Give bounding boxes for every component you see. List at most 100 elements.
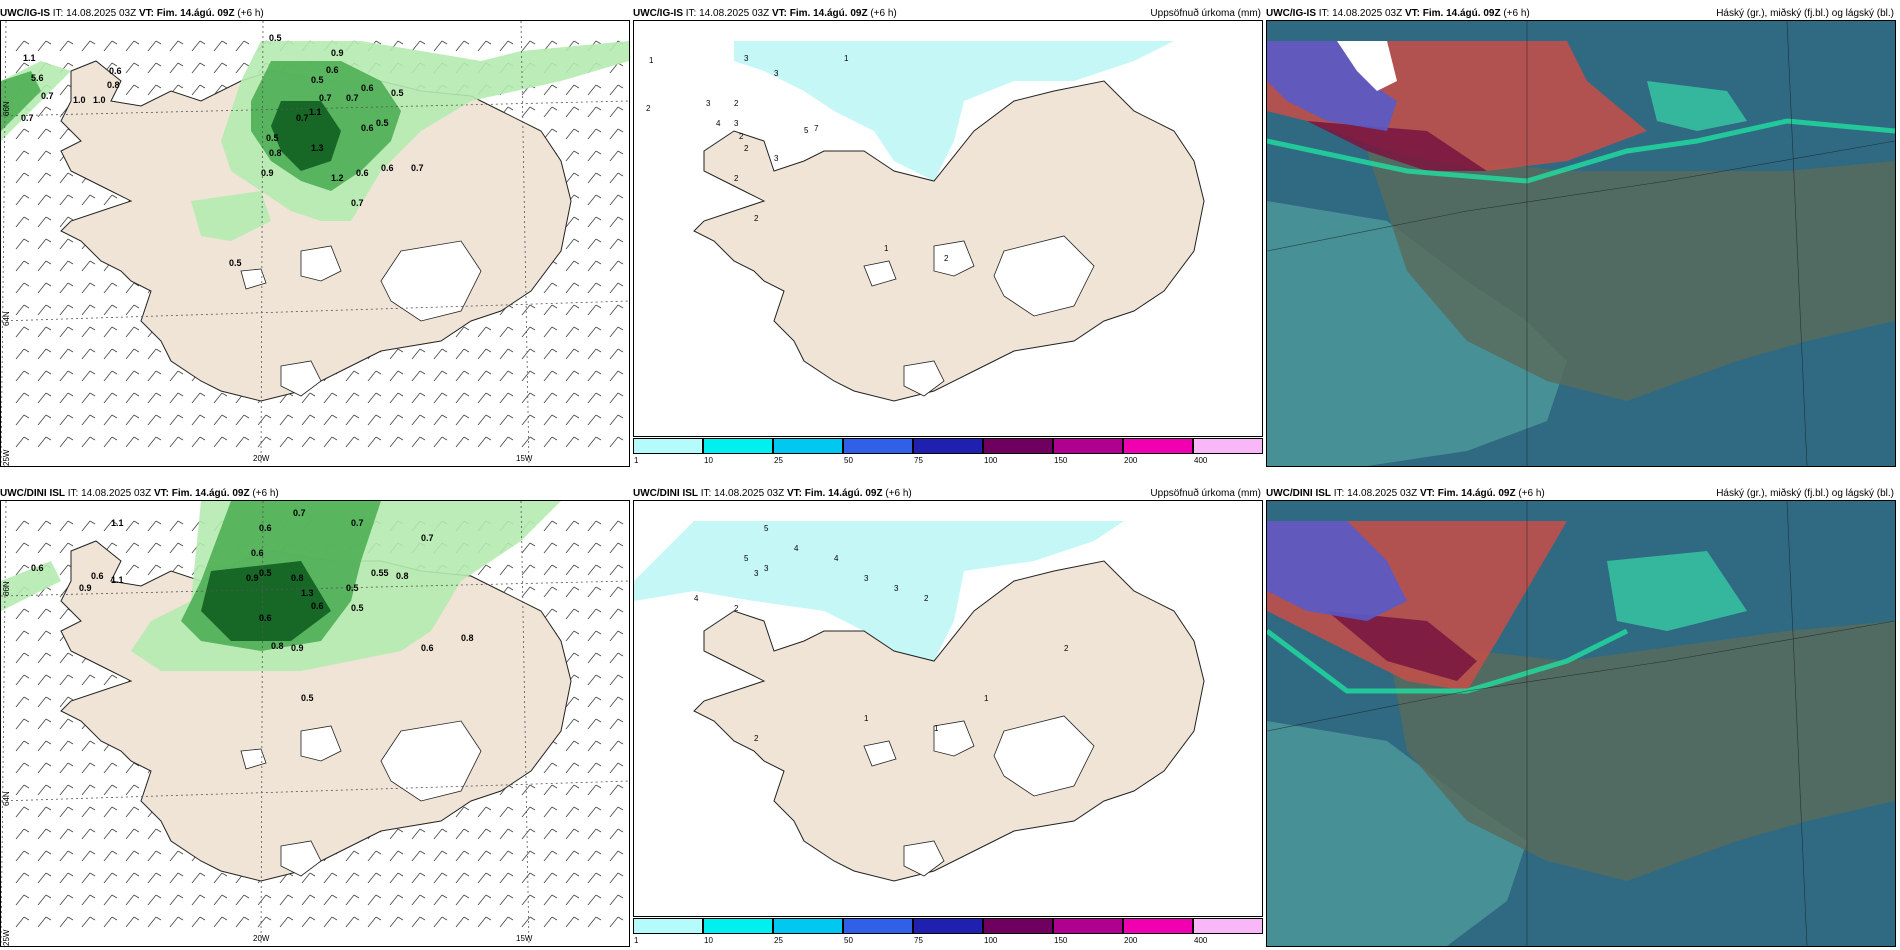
- wind-barb-flag: [419, 370, 426, 375]
- wind-barb-flag: [529, 414, 536, 419]
- lat-label-66n: 66N: [2, 101, 11, 116]
- wind-barb-flag: [133, 40, 140, 45]
- wind-barb: [521, 40, 531, 52]
- map-area[interactable]: 1.1 0.6 0.6 0.9 1.1 0.6 0.7 0.6 0.5 0.7 0.7 0.9 0.8 1…: [0, 500, 630, 947]
- wind-barb: [477, 894, 487, 906]
- wind-barb-flag: [111, 62, 118, 67]
- legend-tick-label: 25: [774, 456, 783, 465]
- wind-barb-flag: [155, 542, 162, 547]
- wind-barb-flag: [45, 172, 52, 177]
- panel-field-label: Háský (gr.), miðský (fj.bl.) og lágský (…: [1716, 8, 1894, 19]
- legend-tick-label: 400: [1194, 936, 1208, 945]
- wind-barb: [15, 740, 25, 752]
- wind-barb: [147, 542, 157, 554]
- panel-title: UWC/DINI ISL IT: 14.08.2025 03Z VT: Fim.…: [0, 484, 630, 504]
- iceland-land: [693, 560, 1205, 882]
- wind-barb: [301, 916, 311, 928]
- value-label: 4: [794, 544, 799, 553]
- wind-barb-flag: [375, 392, 382, 397]
- panel-field-label: Háský (gr.), miðský (fj.bl.) og lágský (…: [1716, 488, 1894, 499]
- wind-barb-flag: [67, 740, 74, 745]
- wind-barb-flag: [551, 106, 558, 111]
- wind-barb-flag: [287, 414, 294, 419]
- wind-barb: [609, 894, 619, 906]
- wind-barb-flag: [23, 872, 30, 877]
- wind-barb: [543, 586, 553, 598]
- lon-label-25w: 25W: [2, 449, 11, 466]
- value-label: 3: [774, 154, 779, 163]
- wind-barb-flag: [111, 520, 118, 525]
- wind-barb-flag: [309, 436, 316, 441]
- wind-barb-flag: [529, 586, 536, 591]
- wind-barb-flag: [397, 828, 404, 833]
- wind-barb-flag: [155, 520, 162, 525]
- value-label: 0.7: [21, 113, 34, 123]
- wind-barb-flag: [67, 806, 74, 811]
- wind-barb-flag: [45, 608, 52, 613]
- wind-barb: [279, 894, 289, 906]
- wind-barb-flag: [89, 370, 96, 375]
- wind-barb: [15, 520, 25, 532]
- wind-barb-flag: [573, 40, 580, 45]
- wind-barb: [345, 370, 355, 382]
- wind-barb-flag: [133, 828, 140, 833]
- wind-barb-flag: [485, 564, 492, 569]
- valid-time: VT: Fim. 14.ágú. 09Z: [786, 488, 883, 499]
- wind-barb: [37, 762, 47, 774]
- wind-barb-flag: [595, 718, 602, 723]
- panel-field-label: Uppsöfnuð úrkoma (mm): [1150, 8, 1261, 19]
- map-area[interactable]: 1.1 5.6 0.7 0.7 1.0 1.0 0.6 0.8 0.5 0.9 0.6 0.5 0.7 0…: [0, 20, 630, 467]
- wind-barb-flag: [67, 392, 74, 397]
- wind-barb: [565, 348, 575, 360]
- wind-barb-flag: [67, 260, 74, 265]
- map-area[interactable]: [1266, 500, 1896, 947]
- wind-barb: [15, 762, 25, 774]
- wind-barb: [411, 392, 421, 404]
- wind-barb-flag: [221, 872, 228, 877]
- wind-barb-flag: [23, 850, 30, 855]
- wind-barb: [103, 916, 113, 928]
- wind-barb-flag: [23, 542, 30, 547]
- wind-barb: [147, 916, 157, 928]
- wind-barb: [15, 850, 25, 862]
- graticule: [1267, 21, 1895, 466]
- value-label: 0.7: [293, 508, 306, 518]
- wind-barb-flag: [573, 608, 580, 613]
- wind-barb-flag: [133, 894, 140, 899]
- wind-barb-flag: [617, 150, 624, 155]
- wind-barb: [37, 718, 47, 730]
- value-label: 4: [716, 119, 721, 128]
- wind-barb-flag: [529, 40, 536, 45]
- wind-barb-flag: [441, 392, 448, 397]
- wind-barb: [59, 238, 69, 250]
- wind-barb-flag: [177, 542, 184, 547]
- wind-barb-flag: [67, 414, 74, 419]
- map-area[interactable]: [1266, 20, 1896, 467]
- wind-barb-flag: [485, 392, 492, 397]
- legend-tick-label: 25: [774, 936, 783, 945]
- wind-barb-flag: [89, 326, 96, 331]
- wind-barb-flag: [617, 564, 624, 569]
- wind-barb: [609, 740, 619, 752]
- wind-barb-flag: [45, 282, 52, 287]
- wind-barb-flag: [243, 916, 250, 921]
- wind-barb-flag: [419, 894, 426, 899]
- value-label: 2: [734, 604, 739, 613]
- wind-barb-flag: [111, 674, 118, 679]
- wind-barb-flag: [45, 806, 52, 811]
- wind-barb: [543, 348, 553, 360]
- wind-barb: [59, 520, 69, 532]
- wind-barb: [587, 630, 597, 642]
- wind-barb: [59, 282, 69, 294]
- wind-barb: [279, 916, 289, 928]
- wind-barb: [477, 326, 487, 338]
- wind-barb-flag: [67, 216, 74, 221]
- wind-barb-flag: [397, 894, 404, 899]
- wind-barb-flag: [221, 894, 228, 899]
- wind-barb-flag: [265, 414, 272, 419]
- legend-swatch: [1193, 918, 1263, 934]
- wind-barb: [103, 304, 113, 316]
- value-label: 5.6: [31, 73, 44, 83]
